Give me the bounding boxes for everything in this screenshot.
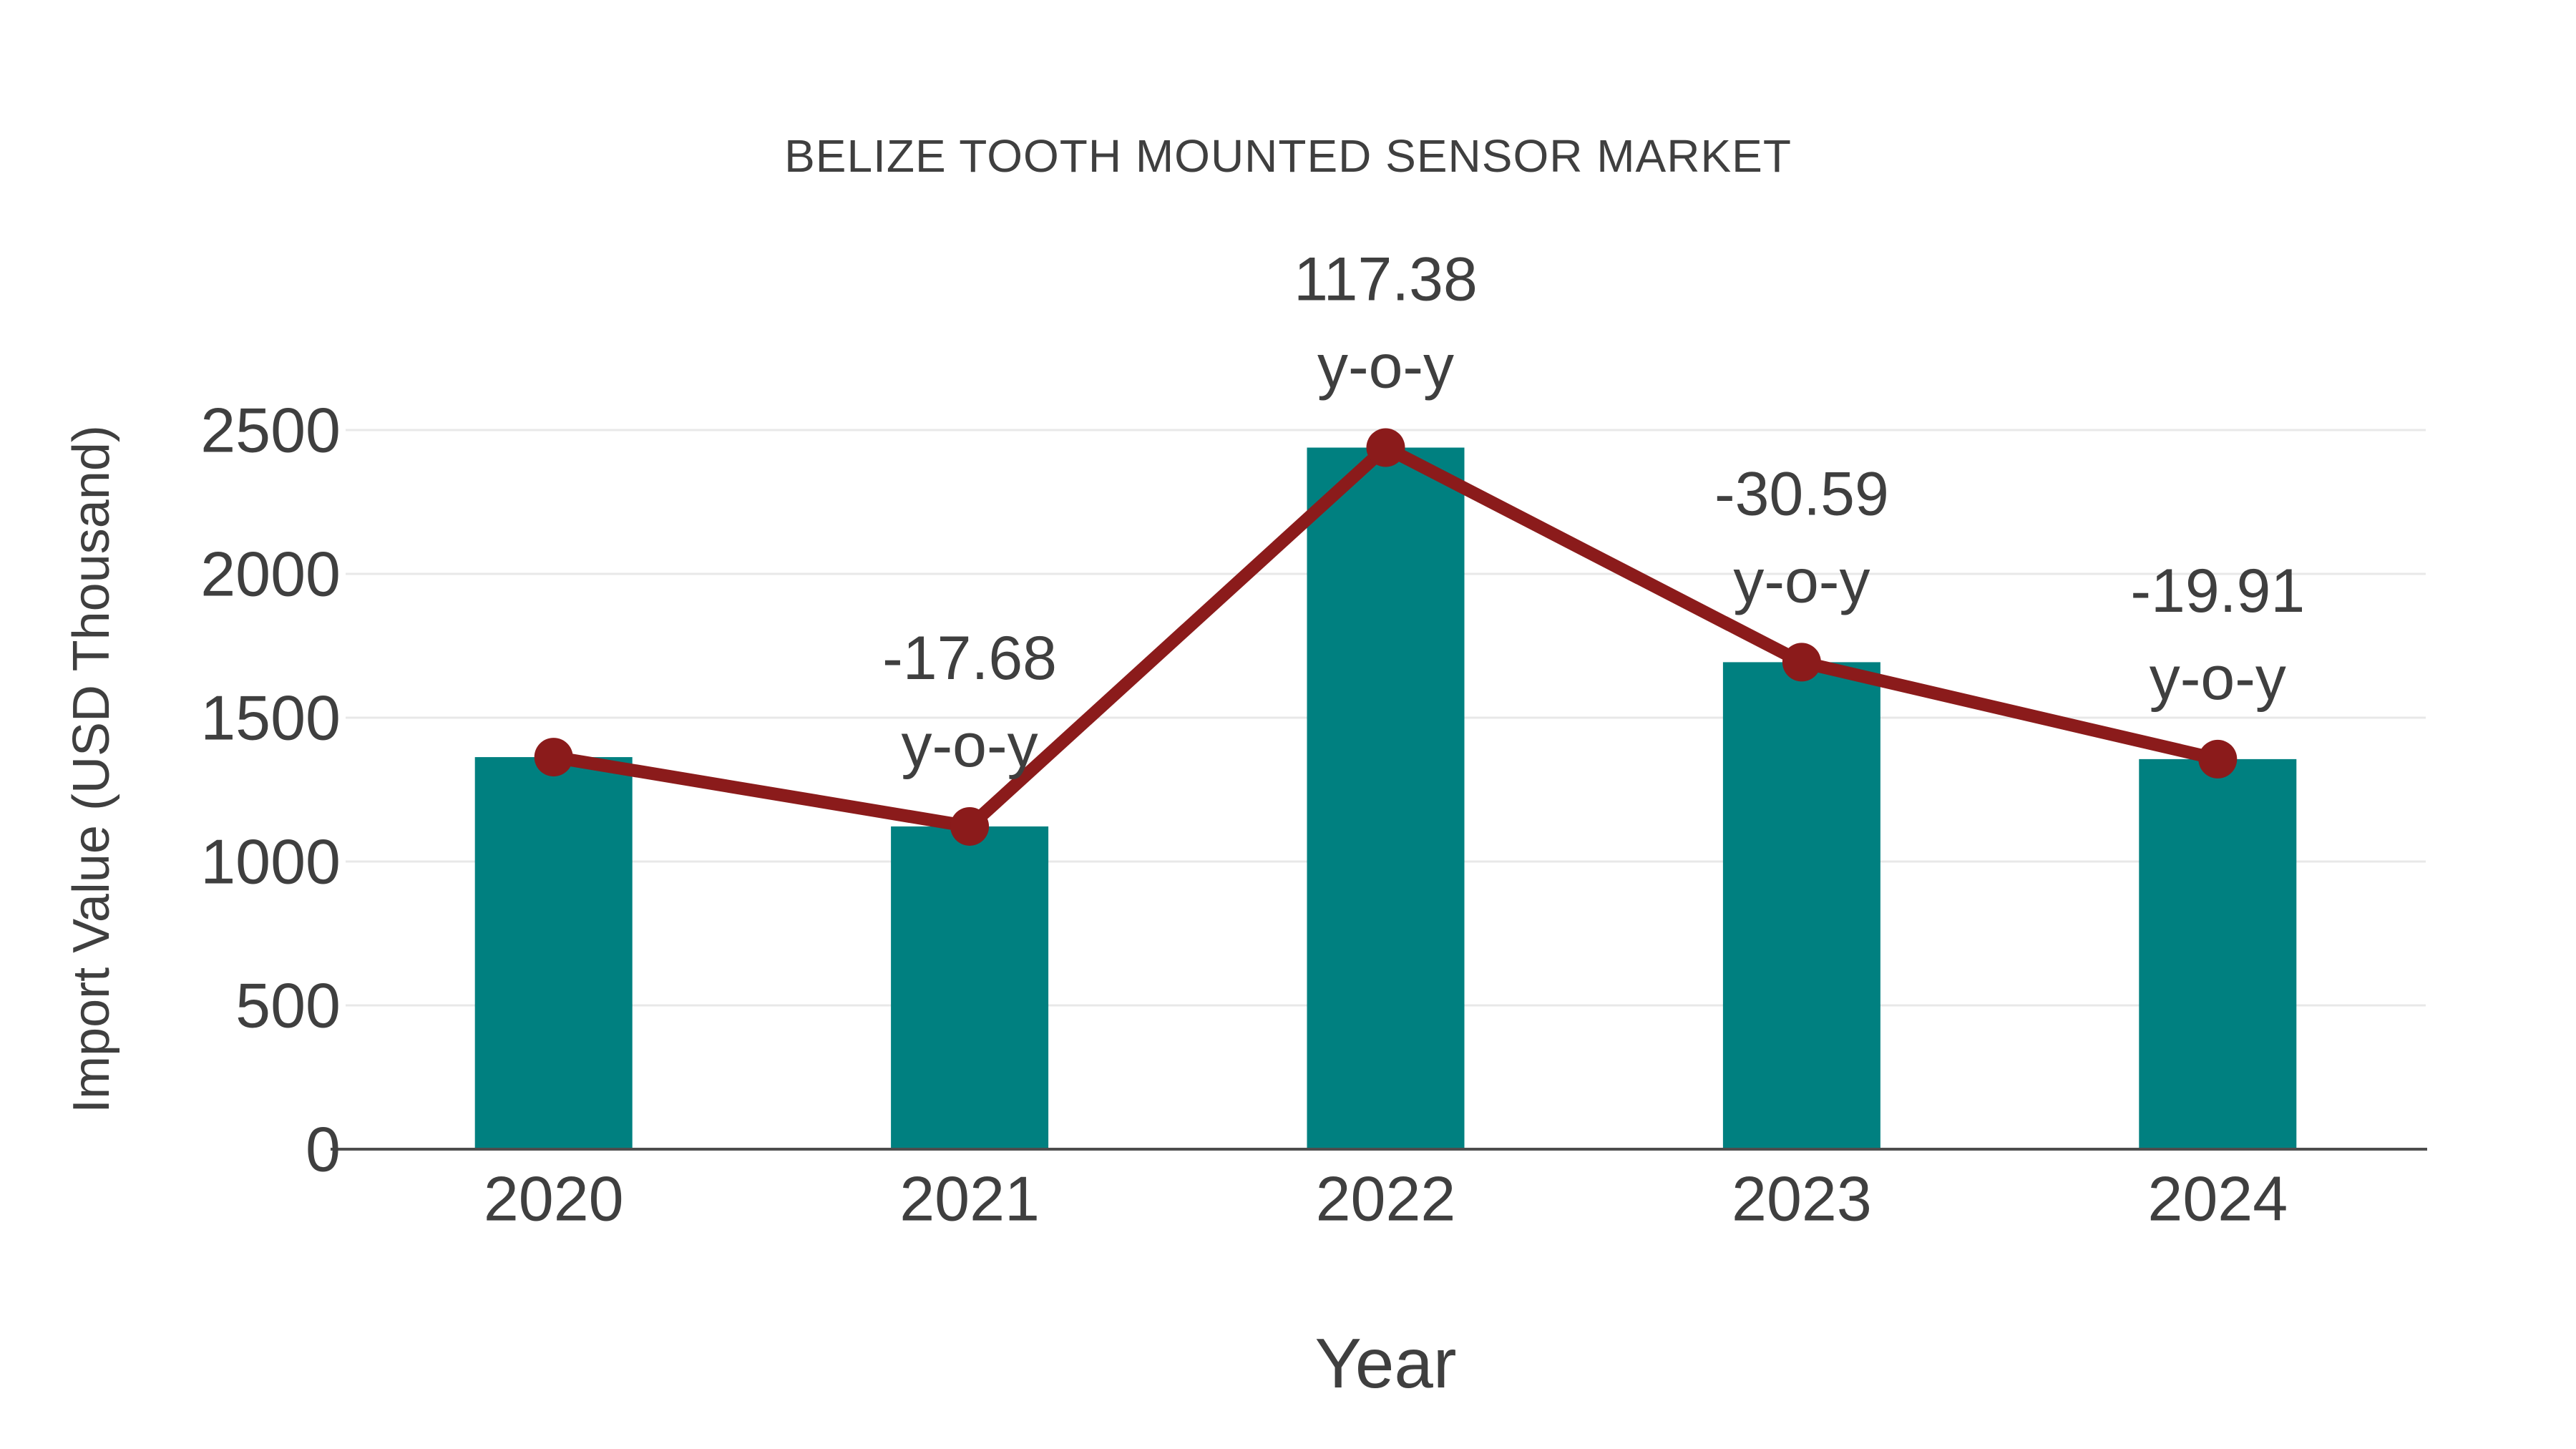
x-tick-label-2023: 2023 [1732,1163,1872,1234]
x-tick-label-2021: 2021 [899,1163,1040,1234]
marker-2024 [2198,739,2238,779]
yoy-suffix-label-2024: y-o-y [2150,644,2286,713]
y-tick-label-0: 0 [306,1114,341,1185]
x-axis-title: Year [1314,1324,1457,1402]
chart-title: BELIZE TOOTH MOUNTED SENSOR MARKET [784,130,1792,182]
y-tick-label-1500: 1500 [200,683,341,753]
x-tick-label-2022: 2022 [1316,1163,1456,1234]
yoy-suffix-label-2021: y-o-y [902,711,1038,780]
bar-2024 [2139,758,2297,1149]
yoy-suffix-label-2022: y-o-y [1317,333,1454,401]
x-tick-label-2020: 2020 [484,1163,624,1234]
yoy-value-label-2021: -17.68 [882,624,1057,693]
marker-2020 [534,738,573,777]
y-tick-label-1000: 1000 [200,826,341,897]
bar-2023 [1722,662,1880,1149]
y-tick-label-2500: 2500 [200,395,341,466]
y-tick-label-500: 500 [235,970,341,1041]
yoy-value-label-2023: -30.59 [1714,459,1889,528]
yoy-value-label-2022: 117.38 [1294,245,1478,314]
yoy-value-label-2024: -19.91 [2130,557,2305,625]
marker-2022 [1366,428,1405,467]
x-tick-label-2024: 2024 [2147,1163,2288,1234]
marker-2023 [1782,643,1821,682]
y-tick-label-2000: 2000 [200,539,341,610]
yoy-suffix-label-2023: y-o-y [1733,547,1870,615]
bar-2021 [891,826,1049,1149]
bar-2022 [1307,447,1465,1149]
marker-2021 [950,806,990,846]
bar-2020 [474,757,633,1149]
